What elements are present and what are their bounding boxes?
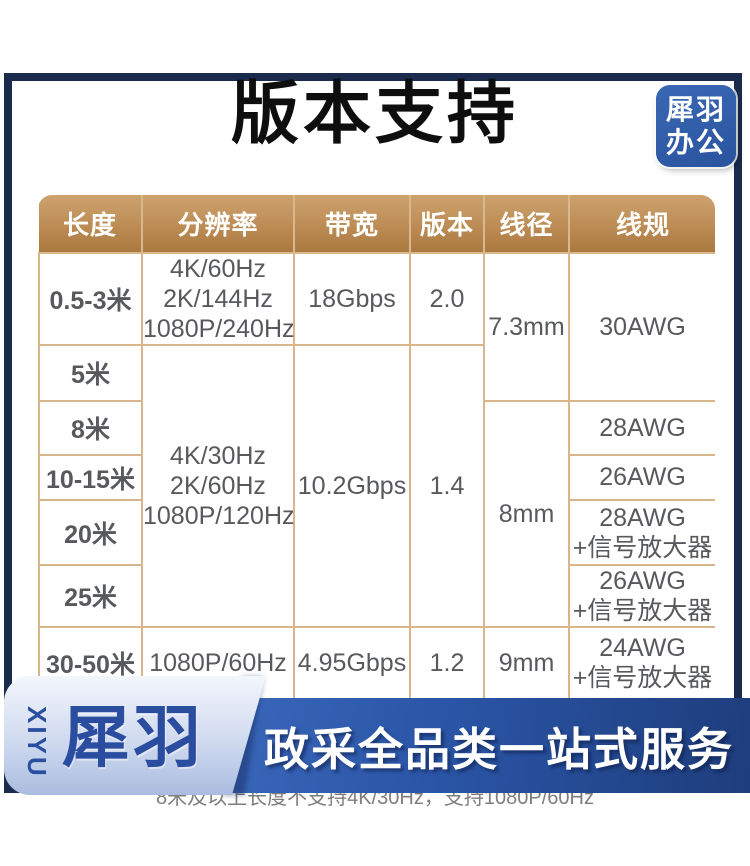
cell-resolution: 4K/30Hz 2K/60Hz 1080P/120Hz — [141, 344, 295, 628]
cell-gauge: 24AWG +信号放大器 — [568, 626, 715, 700]
gauge-line: 28AWG — [599, 503, 686, 532]
resolution-line: 1080P/120Hz — [143, 502, 295, 530]
brand-logo-line1: 犀羽 — [665, 94, 726, 125]
header-gauge: 线规 — [568, 195, 715, 254]
table-row: 10-15米 26AWG — [38, 454, 715, 501]
resolution-line: 1080P/240Hz — [143, 315, 295, 343]
brand-logo-line2: 办公 — [665, 127, 726, 158]
cell-resolution: 1080P/60Hz — [141, 626, 295, 700]
cell-version: 1.4 — [409, 344, 485, 628]
cell-bandwidth: 4.95Gbps — [293, 626, 411, 700]
brand-ribbon — [4, 676, 266, 795]
resolution-line: 4K/30Hz — [170, 442, 266, 470]
cell-bandwidth: 18Gbps — [293, 252, 411, 346]
table-row: 25米 26AWG +信号放大器 — [38, 564, 715, 628]
cell-gauge: 26AWG — [568, 454, 715, 501]
header-length: 长度 — [39, 195, 143, 254]
cell-length: 10-15米 — [38, 454, 143, 501]
cell-diameter: 9mm — [483, 626, 570, 700]
spec-table-container: 长度 分辨率 带宽 版本 线径 线规 0.5-3米 4K/60Hz 2K/144… — [38, 195, 715, 700]
gauge-line: +信号放大器 — [572, 664, 713, 692]
cell-diameter: 8mm — [483, 400, 570, 628]
resolution-line: 4K/60Hz — [170, 255, 266, 283]
table-row: 0.5-3米 4K/60Hz 2K/144Hz 1080P/240Hz 18Gb… — [38, 252, 715, 402]
header-row: 长度 分辨率 带宽 版本 线径 线规 — [39, 195, 715, 254]
header-diameter: 线径 — [483, 195, 570, 254]
cell-resolution: 4K/60Hz 2K/144Hz 1080P/240Hz — [141, 252, 295, 346]
header-resolution: 分辨率 — [141, 195, 295, 254]
header-bandwidth: 带宽 — [293, 195, 411, 254]
cell-length: 5米 — [38, 344, 143, 402]
resolution-line: 2K/60Hz — [170, 472, 266, 500]
cell-gauge: 28AWG — [568, 400, 715, 456]
table-row: 8米 8mm 28AWG — [38, 400, 715, 628]
brand-name: 犀羽 — [62, 700, 205, 776]
gauge-line: 26AWG — [599, 567, 686, 595]
table-row: 5米 4K/30Hz 2K/60Hz 1080P/120Hz 10.2Gbps … — [38, 344, 715, 628]
cell-bandwidth: 10.2Gbps — [293, 344, 411, 628]
cell-version: 2.0 — [409, 252, 485, 346]
resolution-line: 2K/144Hz — [163, 285, 273, 313]
cell-gauge: 30AWG — [568, 252, 715, 402]
cell-length: 0.5-3米 — [38, 252, 143, 346]
page-title: 版本支持 — [230, 76, 519, 152]
banner-slogan: 政采全品类一站式服务 — [263, 724, 734, 775]
cell-gauge: 28AWG +信号放大器 — [568, 499, 715, 566]
cell-diameter: 7.3mm — [483, 252, 570, 402]
cell-gauge: 26AWG +信号放大器 — [568, 564, 715, 628]
spec-table: 长度 分辨率 带宽 版本 线径 线规 0.5-3米 4K/60Hz 2K/144… — [38, 195, 715, 700]
table-row: 20米 28AWG +信号放大器 — [38, 499, 715, 566]
header-version: 版本 — [409, 195, 485, 254]
table-row: 30-50米 1080P/60Hz 4.95Gbps 1.2 9mm 24AWG… — [38, 626, 715, 700]
gauge-line: +信号放大器 — [572, 533, 713, 562]
banner-bar — [200, 698, 750, 793]
cell-version: 1.2 — [409, 626, 485, 700]
brand-name-vertical: XIYU — [22, 706, 52, 779]
brand-logo-badge: 犀羽 办公 — [656, 85, 736, 167]
cell-length: 25米 — [38, 564, 143, 628]
gauge-line: 24AWG — [599, 634, 686, 662]
cell-length: 8米 — [38, 400, 143, 456]
gauge-line: +信号放大器 — [572, 597, 713, 625]
cell-length: 20米 — [38, 499, 143, 566]
